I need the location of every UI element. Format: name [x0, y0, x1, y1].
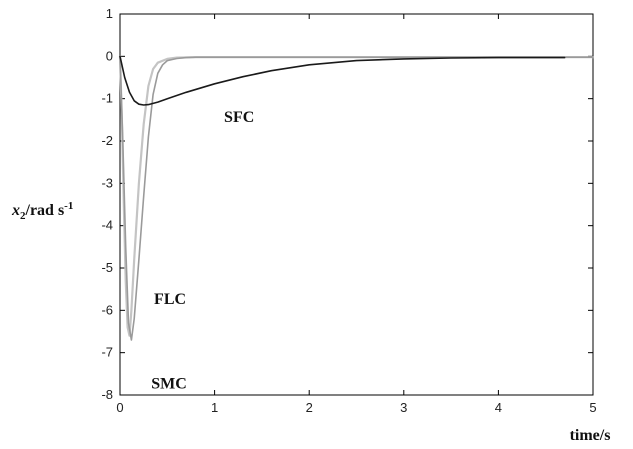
y-tick-label: -8 [101, 387, 113, 402]
series-annotation-smc: SMC [151, 376, 187, 393]
y-tick-label: 1 [106, 6, 113, 21]
x-tick-label: 0 [116, 400, 123, 415]
x-tick-label: 3 [400, 400, 407, 415]
y-tick-label: -2 [101, 133, 113, 148]
y-axis-label-main: x [11, 202, 20, 219]
x-tick-label: 1 [211, 400, 218, 415]
tick-group: 0 1 2 3 4 5 1 0 -1 -2 -3 -4 -5 -6 -7 -8 [101, 6, 596, 415]
y-tick-label: -6 [101, 302, 113, 317]
y-axis-label-sub: 2 [20, 210, 26, 222]
series-group [118, 55, 595, 341]
series-annotation-sfc: SFC [224, 109, 254, 126]
x-axis-label: time/s [570, 427, 611, 444]
series-annotation-flc: FLC [154, 291, 186, 308]
y-tick-label: -3 [101, 175, 113, 190]
x-tick-label: 4 [495, 400, 502, 415]
y-axis-label: x2/rad s-1 [11, 200, 73, 222]
x-tick-label: 2 [306, 400, 313, 415]
y-tick-label: -4 [101, 218, 113, 233]
series-line-flc [119, 55, 594, 341]
y-tick-label: 0 [106, 48, 113, 63]
y-axis-label-sup: -1 [64, 200, 73, 212]
x-tick-label: 5 [589, 400, 596, 415]
y-tick-label: -5 [101, 260, 113, 275]
plot-area [119, 13, 594, 396]
y-tick-label: -1 [101, 91, 113, 106]
series-line-sfc [119, 55, 566, 106]
y-tick-label: -7 [101, 345, 113, 360]
annotation-group: SFC FLC SMC [151, 109, 254, 393]
y-axis-label-rest: /rad s [25, 202, 65, 219]
